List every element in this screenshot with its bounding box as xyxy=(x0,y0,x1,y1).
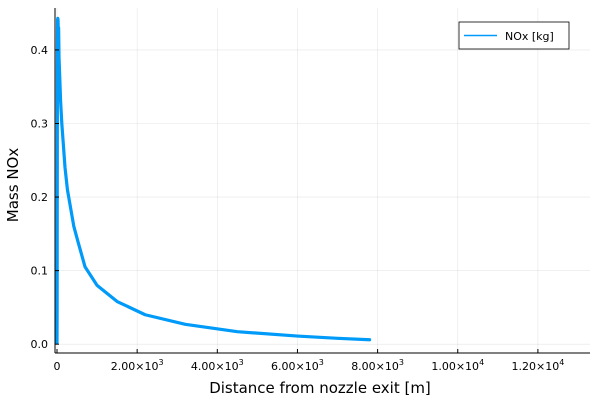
y-tick-label: 0.4 xyxy=(31,44,49,57)
grid xyxy=(55,8,590,353)
y-tick-label: 0.0 xyxy=(31,338,49,351)
legend-label: NOx [kg] xyxy=(505,30,554,43)
series-layer xyxy=(55,16,372,345)
x-axis-label: Distance from nozzle exit [m] xyxy=(209,379,431,397)
legend: NOx [kg] xyxy=(458,21,570,50)
tick-labels: 0 2.00×103 4.00×103 6.00×103 8.00×103 1.00×10… xyxy=(31,44,565,373)
y-tick-label: 0.1 xyxy=(31,265,49,278)
y-axis-label: Mass NOx xyxy=(4,148,22,223)
x-tick-label: 6.00×103 xyxy=(271,358,324,373)
x-tick-label: 1.00×104 xyxy=(431,358,484,373)
x-tick-label: 0 xyxy=(54,360,61,373)
x-tick-label: 8.00×103 xyxy=(351,358,404,373)
x-tick-label: 4.00×103 xyxy=(191,358,244,373)
y-tick-label: 0.2 xyxy=(31,191,49,204)
axes xyxy=(54,8,590,354)
x-tick-label: 1.20×104 xyxy=(511,358,564,373)
series-line-0 xyxy=(55,16,372,345)
y-tick-label: 0.3 xyxy=(31,117,49,130)
x-tick-label: 2.00×103 xyxy=(111,358,164,373)
